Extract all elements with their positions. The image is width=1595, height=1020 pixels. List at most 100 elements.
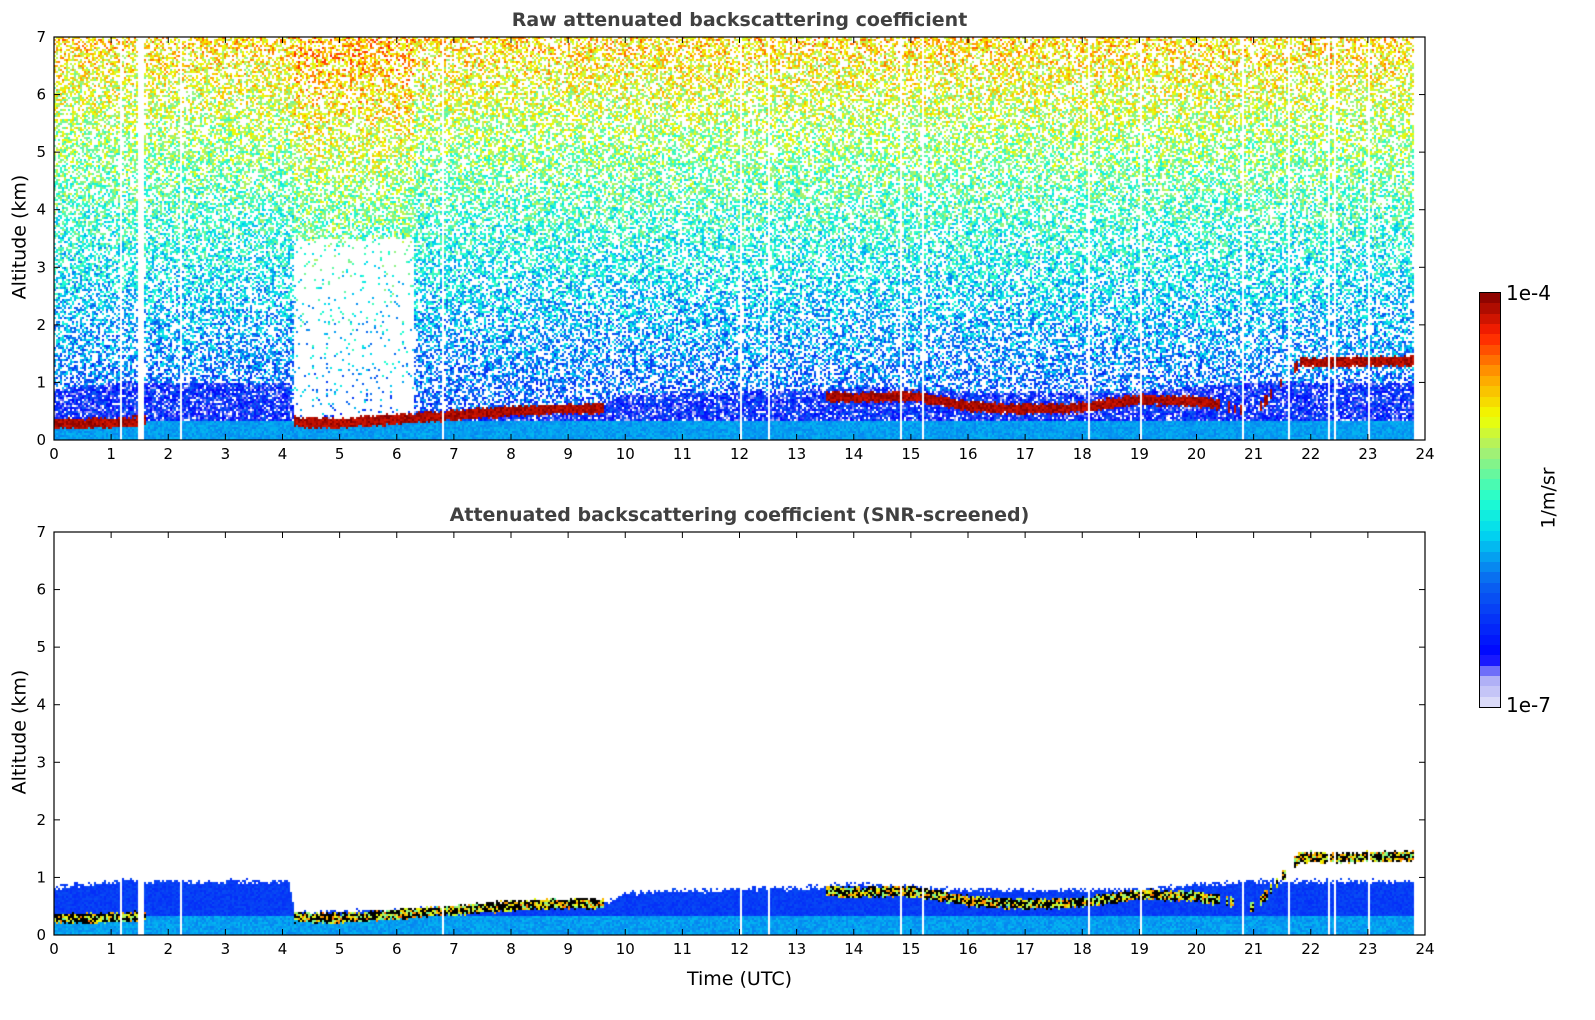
x-tick-label: 14 — [844, 940, 863, 958]
colorbar-segment — [1480, 572, 1500, 583]
x-tick-label: 11 — [673, 940, 692, 958]
x-tick-label: 3 — [221, 940, 231, 958]
colorbar — [1479, 292, 1501, 708]
x-tick-label: 21 — [1244, 445, 1263, 463]
x-tick-label: 12 — [730, 445, 749, 463]
colorbar-segment — [1480, 644, 1500, 656]
x-tick-label: 0 — [49, 940, 59, 958]
x-tick-label: 22 — [1301, 445, 1320, 463]
y-tick-label: 1 — [36, 373, 46, 391]
colorbar-segment — [1480, 458, 1500, 469]
x-tick-label: 8 — [506, 445, 516, 463]
x-tick-label: 4 — [278, 940, 288, 958]
x-tick-label: 5 — [335, 940, 345, 958]
x-tick-label: 20 — [1187, 940, 1206, 958]
colorbar-segment — [1480, 437, 1500, 449]
x-tick-label: 23 — [1358, 445, 1377, 463]
x-tick-label: 15 — [901, 940, 920, 958]
x-tick-label: 9 — [563, 940, 573, 958]
x-tick-label: 19 — [1130, 445, 1149, 463]
colorbar-segment — [1480, 448, 1500, 459]
bottom-chart-title: Attenuated backscattering coefficient (S… — [449, 504, 1030, 526]
colorbar-max-label: 1e-4 — [1506, 281, 1551, 305]
y-tick-label: 7 — [36, 523, 46, 541]
x-tick-label: 16 — [958, 940, 977, 958]
y-tick-label: 5 — [36, 638, 46, 656]
y-tick-label: 6 — [36, 86, 46, 104]
colorbar-segment — [1480, 520, 1500, 532]
x-tick-label: 10 — [616, 445, 635, 463]
colorbar-segment — [1480, 489, 1500, 500]
y-tick-label: 4 — [36, 696, 46, 714]
y-tick-label: 3 — [36, 258, 46, 276]
x-tick-label: 18 — [1073, 940, 1092, 958]
y-tick-label: 2 — [36, 316, 46, 334]
colorbar-segment — [1480, 686, 1500, 697]
x-tick-label: 4 — [278, 445, 288, 463]
y-tick-label: 4 — [36, 201, 46, 219]
colorbar-segment — [1480, 303, 1500, 314]
colorbar-segment — [1480, 334, 1500, 345]
colorbar-segment — [1480, 593, 1500, 604]
x-tick-label: 10 — [616, 940, 635, 958]
colorbar-segment — [1480, 500, 1500, 511]
x-tick-label: 17 — [1016, 445, 1035, 463]
colorbar-segment — [1480, 406, 1500, 418]
x-tick-label: 13 — [787, 445, 806, 463]
colorbar-segment — [1480, 313, 1500, 325]
screened-axes: 0 1 2 3 4 5 6 7 8 9 10 11 12 13 14 15 16 17 18 19 20 21 22 23 24… — [36, 523, 1434, 958]
colorbar-segment — [1480, 675, 1500, 687]
colorbar-segment — [1480, 479, 1500, 490]
x-tick-label: 1 — [106, 445, 116, 463]
colorbar-segment — [1480, 396, 1500, 407]
x-tick-label: 17 — [1016, 940, 1035, 958]
plot-frame — [53, 531, 1426, 936]
colorbar-segment — [1480, 375, 1500, 387]
y-tick-label: 0 — [36, 431, 46, 449]
colorbar-segment — [1480, 468, 1500, 480]
x-tick-label: 11 — [673, 445, 692, 463]
screened-backscatter-panel: 0 1 2 3 4 5 6 7 8 9 10 11 12 13 14 15 16 17 18 19 20 21 22 23 24… — [36, 523, 1434, 958]
colorbar-segment — [1480, 562, 1500, 573]
x-tick-label: 8 — [506, 940, 516, 958]
colorbar-segment — [1480, 613, 1500, 625]
x-tick-label: 2 — [163, 445, 173, 463]
colorbar-min-label: 1e-7 — [1506, 693, 1551, 717]
y-tick-label: 6 — [36, 581, 46, 599]
x-tick-label: 15 — [901, 445, 920, 463]
colorbar-segment — [1480, 696, 1500, 707]
x-tick-label: 12 — [730, 940, 749, 958]
x-tick-label: 19 — [1130, 940, 1149, 958]
x-tick-label: 6 — [392, 445, 402, 463]
colorbar-segment — [1480, 344, 1500, 356]
colorbar-segment — [1480, 427, 1500, 438]
y-tick-label: 3 — [36, 753, 46, 771]
colorbar-segment — [1480, 355, 1500, 366]
y-tick-label: 5 — [36, 143, 46, 161]
x-tick-label: 16 — [958, 445, 977, 463]
x-tick-label: 6 — [392, 940, 402, 958]
x-tick-label: 24 — [1415, 445, 1434, 463]
colorbar-segment — [1480, 603, 1500, 614]
y-tick-label: 0 — [36, 926, 46, 944]
colorbar-segment — [1480, 655, 1500, 666]
plot-frame — [53, 36, 1426, 441]
colorbar-segment — [1480, 582, 1500, 594]
colorbar-segment — [1480, 634, 1500, 645]
x-tick-label: 9 — [563, 445, 573, 463]
x-tick-label: 20 — [1187, 445, 1206, 463]
x-tick-label: 7 — [449, 445, 459, 463]
x-tick-label: 1 — [106, 940, 116, 958]
top-y-axis-label: Altitude (km) — [8, 174, 31, 300]
x-tick-label: 2 — [163, 940, 173, 958]
bottom-y-axis-label: Altitude (km) — [8, 669, 31, 795]
colorbar-segment — [1480, 531, 1500, 542]
raw-axes: 0 1 2 3 4 5 6 7 8 9 10 11 12 13 14 15 16 17 18 19 20 21 22 23 24… — [36, 28, 1434, 463]
colorbar-segment — [1480, 665, 1500, 676]
y-tick-label: 1 — [36, 868, 46, 886]
x-tick-label: 23 — [1358, 940, 1377, 958]
colorbar-segment — [1480, 293, 1500, 304]
colorbar-segment — [1480, 365, 1500, 376]
y-tick-label: 7 — [36, 28, 46, 46]
x-tick-label: 18 — [1073, 445, 1092, 463]
